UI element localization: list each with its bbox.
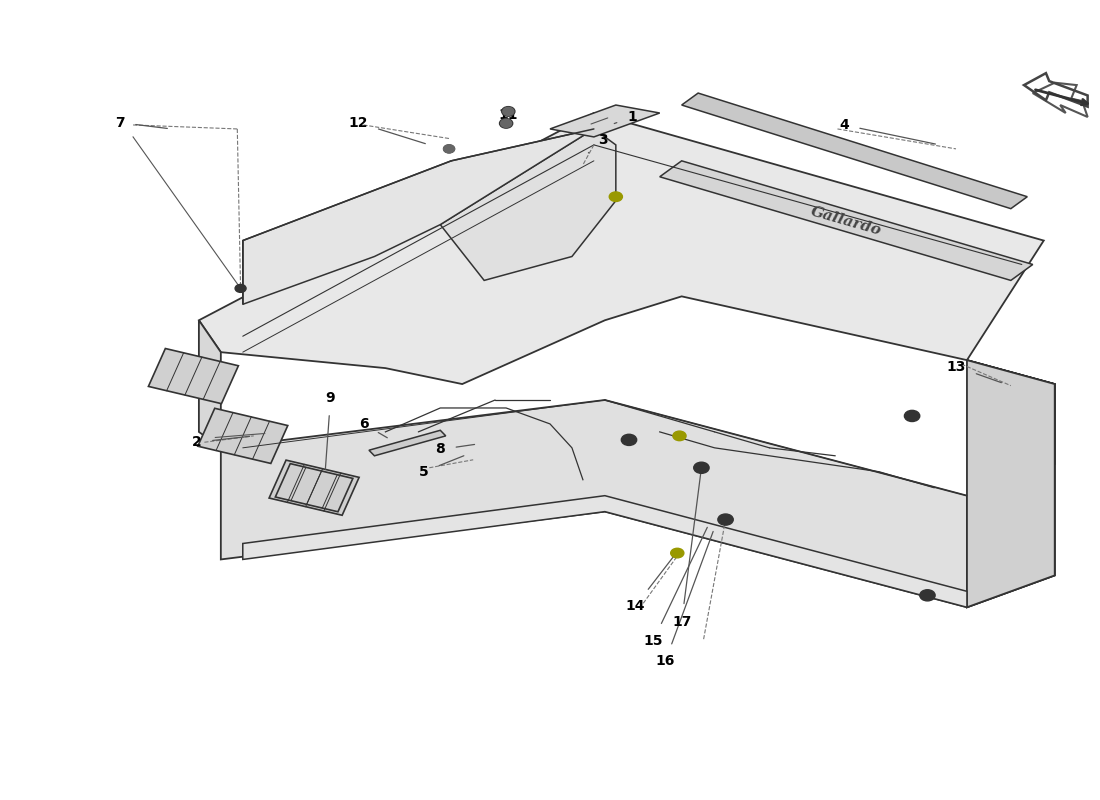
Text: 17: 17: [672, 472, 701, 629]
Polygon shape: [440, 129, 616, 281]
Polygon shape: [368, 430, 446, 456]
Text: 16: 16: [656, 531, 713, 669]
Polygon shape: [660, 161, 1033, 281]
Text: 2: 2: [191, 435, 250, 450]
Polygon shape: [967, 360, 1055, 607]
Circle shape: [621, 434, 637, 446]
Text: 12: 12: [349, 115, 426, 144]
Text: 7: 7: [116, 115, 167, 130]
Text: 5: 5: [419, 456, 464, 478]
Circle shape: [904, 410, 920, 422]
Circle shape: [718, 514, 734, 525]
Circle shape: [671, 548, 684, 558]
Polygon shape: [243, 129, 594, 304]
Circle shape: [673, 431, 686, 441]
Text: 4: 4: [839, 118, 935, 144]
FancyBboxPatch shape: [270, 460, 359, 515]
Polygon shape: [243, 496, 967, 607]
Polygon shape: [682, 93, 1027, 209]
FancyBboxPatch shape: [198, 408, 288, 463]
Text: 8: 8: [436, 442, 474, 457]
Circle shape: [502, 106, 515, 116]
Circle shape: [609, 192, 623, 202]
FancyBboxPatch shape: [275, 464, 353, 512]
Circle shape: [443, 145, 454, 153]
Text: 14: 14: [626, 556, 673, 613]
Circle shape: [235, 285, 246, 292]
FancyBboxPatch shape: [148, 349, 239, 404]
Polygon shape: [199, 113, 1044, 384]
Circle shape: [499, 118, 513, 128]
Polygon shape: [199, 320, 221, 448]
Text: 13: 13: [946, 359, 1001, 382]
Text: 11: 11: [498, 107, 518, 122]
Polygon shape: [221, 400, 1055, 607]
Polygon shape: [967, 360, 1055, 607]
Circle shape: [503, 107, 514, 115]
Text: 15: 15: [644, 527, 707, 648]
Text: 9: 9: [326, 390, 336, 469]
Circle shape: [500, 119, 512, 127]
Text: 3: 3: [588, 133, 607, 153]
Text: Gallardo: Gallardo: [810, 205, 883, 238]
Polygon shape: [550, 105, 660, 137]
Circle shape: [920, 590, 935, 601]
Text: 1: 1: [614, 110, 637, 124]
Circle shape: [443, 145, 454, 153]
Circle shape: [694, 462, 710, 474]
Text: 6: 6: [359, 417, 387, 438]
